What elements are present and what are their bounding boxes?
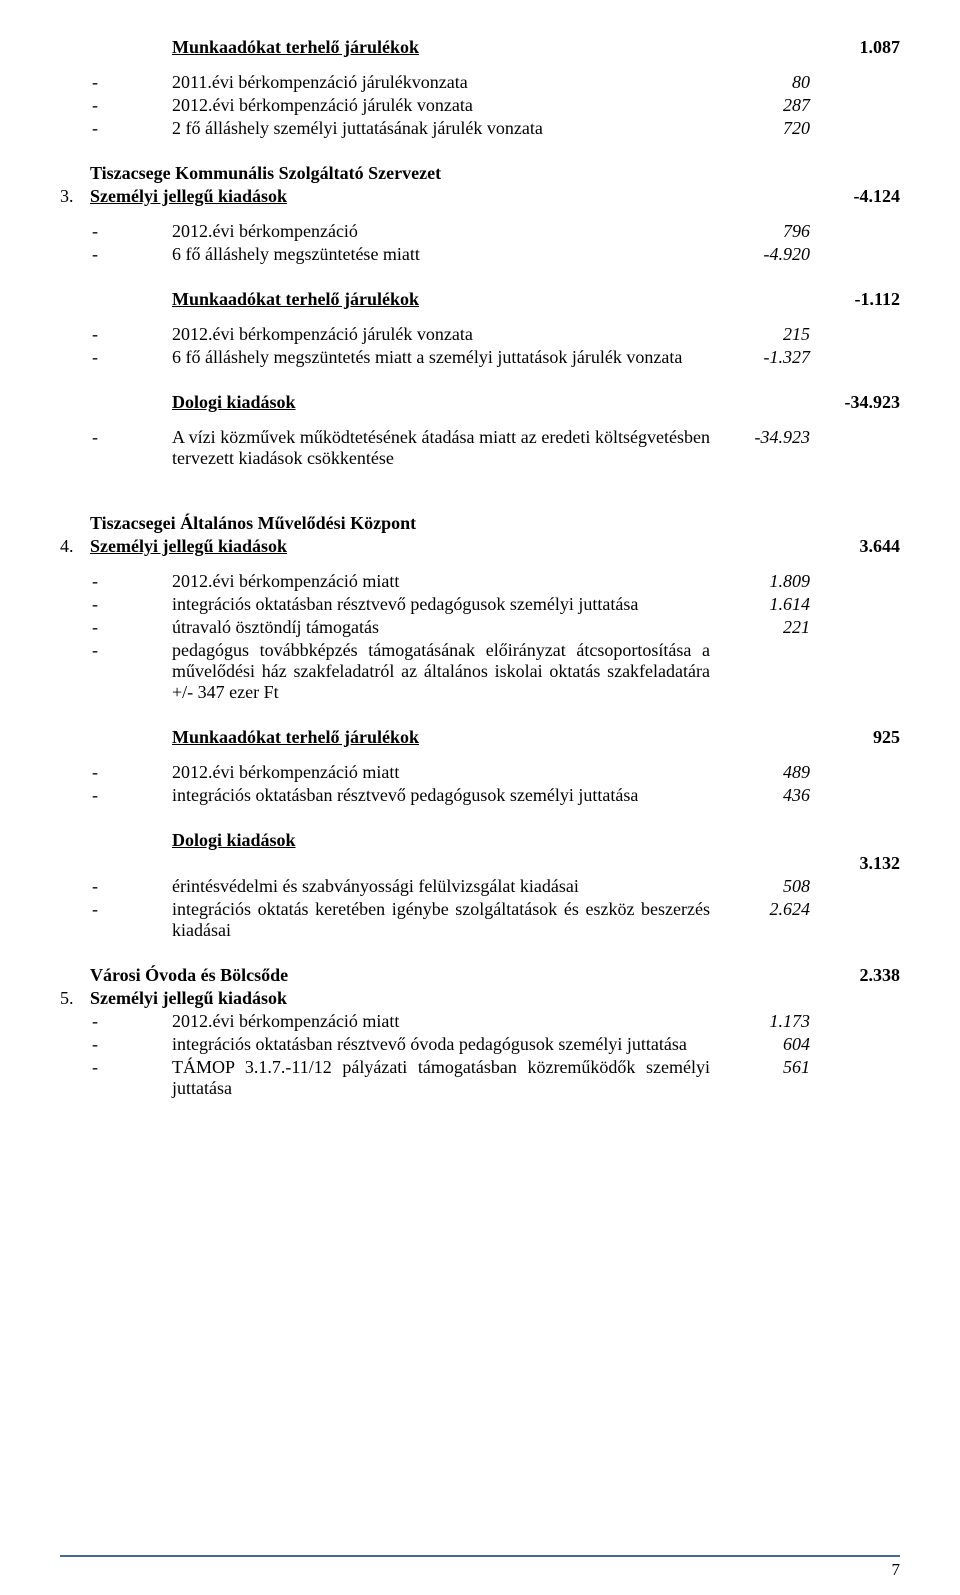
section-title: Munkaadókat terhelő járulékok — [172, 37, 720, 58]
section-title: Személyi jellegű kiadások — [90, 988, 900, 1009]
section-total: 925 — [810, 727, 900, 748]
list-item: - 2011.évi bérkompenzáció járulékvonzata… — [60, 72, 900, 93]
item-value: 604 — [720, 1034, 810, 1055]
list-item: - integrációs oktatásban résztvevő óvoda… — [60, 1034, 900, 1055]
section-total: -1.112 — [810, 289, 900, 310]
section-heading: Dologi kiadások — [60, 830, 900, 851]
item-value: -4.920 — [720, 244, 810, 265]
section-number: 4. — [60, 536, 90, 557]
section-title: Személyi jellegű kiadások — [90, 186, 720, 207]
item-value: 215 — [720, 324, 810, 345]
section-heading: 5. Személyi jellegű kiadások — [60, 988, 900, 1009]
section-heading: 3. Személyi jellegű kiadások -4.124 — [60, 186, 900, 207]
section-title: Munkaadókat terhelő járulékok — [172, 727, 720, 748]
section-number: 5. — [60, 988, 90, 1009]
list-item: - integrációs oktatás keretében igénybe … — [60, 899, 900, 941]
item-text: 6 fő álláshely megszüntetése miatt — [172, 244, 720, 265]
item-value: 436 — [720, 785, 810, 806]
section-heading: 4. Személyi jellegű kiadások 3.644 — [60, 536, 900, 557]
item-text: 2012.évi bérkompenzáció — [172, 221, 720, 242]
item-value: 561 — [720, 1057, 810, 1078]
item-value: -1.327 — [720, 347, 810, 368]
section-heading: Munkaadókat terhelő járulékok -1.112 — [60, 289, 900, 310]
list-item: - A vízi közművek működtetésének átadása… — [60, 427, 900, 469]
item-text: A vízi közművek működtetésének átadása m… — [172, 427, 720, 469]
list-item: - útravaló ösztöndíj támogatás 221 — [60, 617, 900, 638]
item-value: 508 — [720, 876, 810, 897]
org-heading: Városi Óvoda és Bölcsőde 2.338 — [60, 965, 900, 986]
item-text: útravaló ösztöndíj támogatás — [172, 617, 720, 638]
section-heading: Munkaadókat terhelő járulékok 1.087 — [60, 37, 900, 58]
section-title: Munkaadókat terhelő járulékok — [172, 289, 720, 310]
page-footer: 7 — [60, 1555, 900, 1580]
item-value: 80 — [720, 72, 810, 93]
section-number: 3. — [60, 186, 90, 207]
item-value: 1.809 — [720, 571, 810, 592]
section-total: 1.087 — [810, 37, 900, 58]
section-heading: Munkaadókat terhelő járulékok 925 — [60, 727, 900, 748]
list-item: - integrációs oktatásban résztvevő pedag… — [60, 785, 900, 806]
org-heading: Tiszacsegei Általános Művelődési Központ — [60, 513, 900, 534]
item-value: 1.614 — [720, 594, 810, 615]
section-total: 3.132 — [810, 853, 900, 874]
list-item: - érintésvédelmi és szabványossági felül… — [60, 876, 900, 897]
list-item: - 2012.évi bérkompenzáció miatt 1.809 — [60, 571, 900, 592]
item-text: integrációs oktatásban résztvevő pedagóg… — [172, 594, 720, 615]
list-item: - 2012.évi bérkompenzáció 796 — [60, 221, 900, 242]
item-text: pedagógus továbbképzés támogatásának elő… — [172, 640, 720, 703]
org-name: Tiszacsege Kommunális Szolgáltató Szerve… — [90, 163, 900, 184]
item-text: 2011.évi bérkompenzáció járulékvonzata — [172, 72, 720, 93]
section-total-line: 3.132 — [60, 853, 900, 874]
list-item: - 2012.évi bérkompenzáció járulék vonzat… — [60, 95, 900, 116]
item-value: 796 — [720, 221, 810, 242]
item-text: 2012.évi bérkompenzáció járulék vonzata — [172, 324, 720, 345]
list-item: - 6 fő álláshely megszüntetése miatt -4.… — [60, 244, 900, 265]
item-text: érintésvédelmi és szabványossági felülvi… — [172, 876, 720, 897]
section-total: 3.644 — [810, 536, 900, 557]
list-item: - 2012.évi bérkompenzáció járulék vonzat… — [60, 324, 900, 345]
item-text: integrációs oktatásban résztvevő pedagóg… — [172, 785, 720, 806]
section-heading: Dologi kiadások -34.923 — [60, 392, 900, 413]
item-value: 489 — [720, 762, 810, 783]
list-item: - 2012.évi bérkompenzáció miatt 1.173 — [60, 1011, 900, 1032]
org-total: 2.338 — [810, 965, 900, 986]
list-item: - integrációs oktatásban résztvevő pedag… — [60, 594, 900, 615]
item-value: 221 — [720, 617, 810, 638]
item-value: 1.173 — [720, 1011, 810, 1032]
item-value: 287 — [720, 95, 810, 116]
list-item: - 6 fő álláshely megszüntetés miatt a sz… — [60, 347, 900, 368]
item-text: integrációs oktatás keretében igénybe sz… — [172, 899, 720, 941]
item-text: integrációs oktatásban résztvevő óvoda p… — [172, 1034, 720, 1055]
item-value: -34.923 — [720, 427, 810, 448]
item-text: 6 fő álláshely megszüntetés miatt a szem… — [172, 347, 720, 368]
list-item: - TÁMOP 3.1.7.-11/12 pályázati támogatás… — [60, 1057, 900, 1099]
page: Munkaadókat terhelő járulékok 1.087 - 20… — [0, 0, 960, 1595]
org-name: Tiszacsegei Általános Művelődési Központ — [90, 513, 900, 534]
item-value: 720 — [720, 118, 810, 139]
page-number: 7 — [892, 1560, 901, 1579]
list-item: - pedagógus továbbképzés támogatásának e… — [60, 640, 900, 703]
section-title: Dologi kiadások — [172, 392, 720, 413]
section-total: -34.923 — [810, 392, 900, 413]
item-value: 2.624 — [720, 899, 810, 920]
item-text: 2 fő álláshely személyi juttatásának jár… — [172, 118, 720, 139]
section-title: Dologi kiadások — [172, 830, 720, 851]
org-name: Városi Óvoda és Bölcsőde — [90, 965, 720, 986]
item-text: 2012.évi bérkompenzáció miatt — [172, 571, 720, 592]
list-item: - 2 fő álláshely személyi juttatásának j… — [60, 118, 900, 139]
org-heading: Tiszacsege Kommunális Szolgáltató Szerve… — [60, 163, 900, 184]
item-text: 2012.évi bérkompenzáció miatt — [172, 762, 720, 783]
item-text: 2012.évi bérkompenzáció járulék vonzata — [172, 95, 720, 116]
list-item: - 2012.évi bérkompenzáció miatt 489 — [60, 762, 900, 783]
item-text: TÁMOP 3.1.7.-11/12 pályázati támogatásba… — [172, 1057, 720, 1099]
item-text: 2012.évi bérkompenzáció miatt — [172, 1011, 720, 1032]
section-title: Személyi jellegű kiadások — [90, 536, 720, 557]
section-total: -4.124 — [810, 186, 900, 207]
